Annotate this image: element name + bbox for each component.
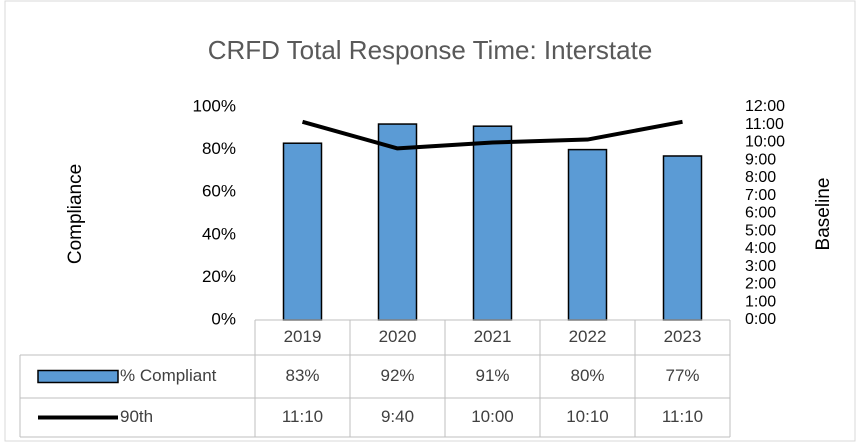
table-value: 80% (570, 366, 604, 385)
category-label: 2022 (569, 327, 607, 346)
y-tick-label: 100% (193, 96, 236, 115)
y-axis-title: Compliance (65, 164, 86, 264)
y-tick-label: 60% (202, 182, 236, 201)
legend-key (37, 369, 119, 384)
category-label: 2023 (664, 327, 702, 346)
category-label: 2020 (379, 327, 417, 346)
y-tick-label: 40% (202, 224, 236, 243)
y2-tick-label: 4:00 (745, 240, 776, 257)
bar (472, 125, 513, 321)
category-label: 2019 (284, 327, 322, 346)
chart-title: CRFD Total Response Time: Interstate (208, 35, 653, 65)
y2-tick-label: 11:00 (745, 116, 784, 133)
table-value: 83% (285, 366, 319, 385)
y2-tick-label: 8:00 (745, 169, 776, 186)
bar (567, 148, 608, 321)
table-value: 77% (665, 366, 699, 385)
category-label: 2021 (474, 327, 512, 346)
table-value: 91% (475, 366, 509, 385)
table-value: 92% (380, 366, 414, 385)
legend-label: % Compliant (120, 366, 217, 385)
y2-tick-label: 9:00 (745, 151, 776, 168)
y2-tick-label: 1:00 (745, 293, 776, 310)
y2-axis-title: Baseline (813, 178, 834, 251)
y-tick-label: 20% (202, 267, 236, 286)
y2-tick-label: 6:00 (745, 205, 776, 222)
table-value: 11:10 (282, 407, 323, 426)
y2-tick-label: 12:00 (745, 98, 785, 115)
y2-tick-label: 0:00 (745, 311, 776, 328)
table-value: 10:10 (566, 407, 609, 426)
y2-tick-label: 2:00 (745, 276, 776, 293)
table-value: 9:40 (381, 407, 414, 426)
y2-tick-label: 3:00 (745, 258, 776, 275)
bar (282, 142, 323, 321)
y-tick-label: 0% (211, 309, 236, 328)
y2-tick-label: 5:00 (745, 222, 776, 239)
y2-tick-label: 7:00 (745, 187, 776, 204)
chart-frame (4, 0, 856, 442)
legend-label: 90th (120, 407, 153, 426)
table-value: 10:00 (471, 407, 514, 426)
bar (377, 123, 418, 321)
line (301, 119, 683, 151)
bar (662, 155, 703, 321)
y2-tick-label: 10:00 (745, 134, 785, 151)
table-value: 11:10 (662, 407, 703, 426)
y-tick-label: 80% (202, 139, 236, 158)
